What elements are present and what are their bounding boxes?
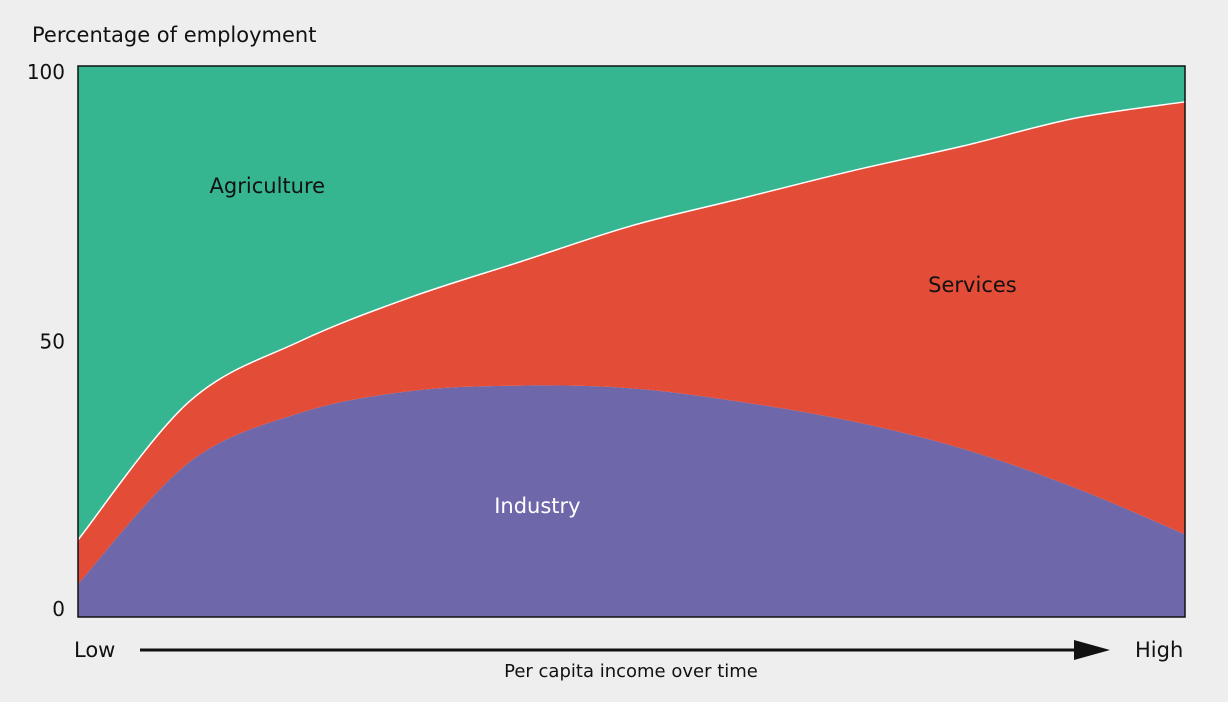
area-label-agriculture: Agriculture [210,174,326,198]
area-labels: Industry Services Agriculture [210,174,1017,518]
x-axis-label: Per capita income over time [504,661,758,682]
y-axis-label: Percentage of employment [32,23,316,47]
plot-areas [77,66,1186,617]
x-axis-low-label: Low [74,638,115,662]
area-boundary-line [77,101,1186,541]
x-axis-high-label: High [1135,638,1183,662]
y-tick-label: 0 [52,597,65,621]
area-industry [78,385,1185,617]
y-axis-ticks: 0 50 100 [27,60,65,621]
y-tick-label: 50 [40,330,65,354]
x-axis-arrow-head [1074,640,1110,660]
area-services [78,101,1185,584]
area-agriculture [78,66,1185,540]
plot-frame [77,65,1186,618]
area-label-industry: Industry [494,494,580,518]
y-tick-label: 100 [27,60,65,84]
area-label-services: Services [928,273,1017,297]
